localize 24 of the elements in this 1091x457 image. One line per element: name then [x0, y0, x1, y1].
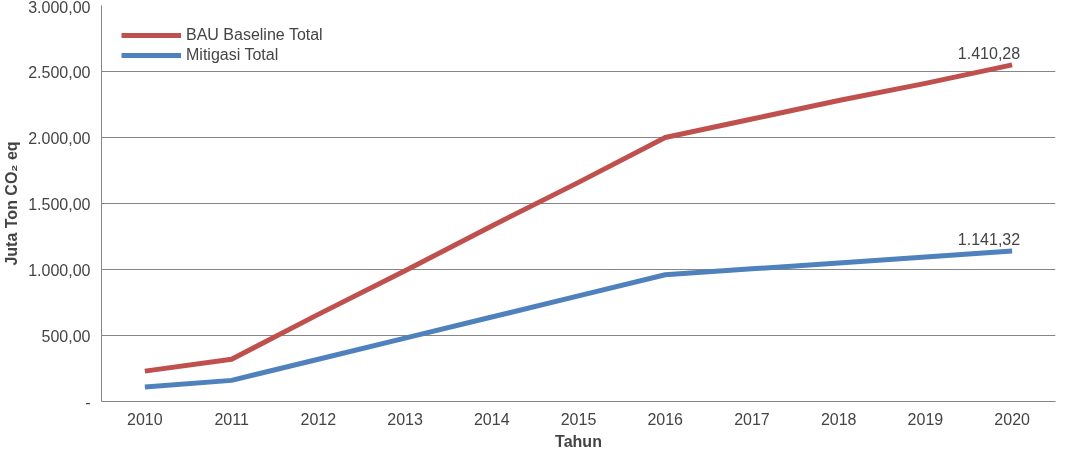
y-tick-label: 2.500,00 — [28, 63, 91, 81]
x-tick-label: 2014 — [473, 410, 510, 428]
x-tick-label: 2018 — [820, 410, 857, 428]
y-axis-title: Juta Ton CO₂ eq — [3, 141, 21, 266]
y-tick-label: 500,00 — [41, 327, 91, 345]
x-axis-title: Tahun — [555, 432, 602, 450]
x-tick-label: 2019 — [907, 410, 944, 428]
x-tick-label: 2011 — [214, 410, 249, 428]
legend-label: Mitigasi Total — [186, 46, 279, 64]
y-tick-label: 1.000,00 — [28, 261, 91, 279]
x-tick-label: 2020 — [994, 410, 1031, 428]
y-tick-label: 2.000,00 — [28, 129, 91, 147]
y-tick-label: 1.500,00 — [28, 195, 91, 213]
annotation: 1.410,28 — [957, 44, 1021, 62]
y-tick-label: 3.000,00 — [28, 0, 91, 16]
annotation: 1.141,32 — [957, 231, 1021, 249]
x-tick-label: 2013 — [387, 410, 423, 428]
x-tick-label: 2010 — [127, 410, 163, 428]
x-tick-label: 2016 — [647, 410, 684, 428]
y-tick-label: - — [85, 393, 91, 411]
x-tick-label: 2015 — [560, 410, 597, 428]
x-tick-label: 2012 — [300, 410, 337, 428]
x-tick-label: 2017 — [734, 410, 770, 428]
legend-label: BAU Baseline Total — [186, 26, 323, 44]
